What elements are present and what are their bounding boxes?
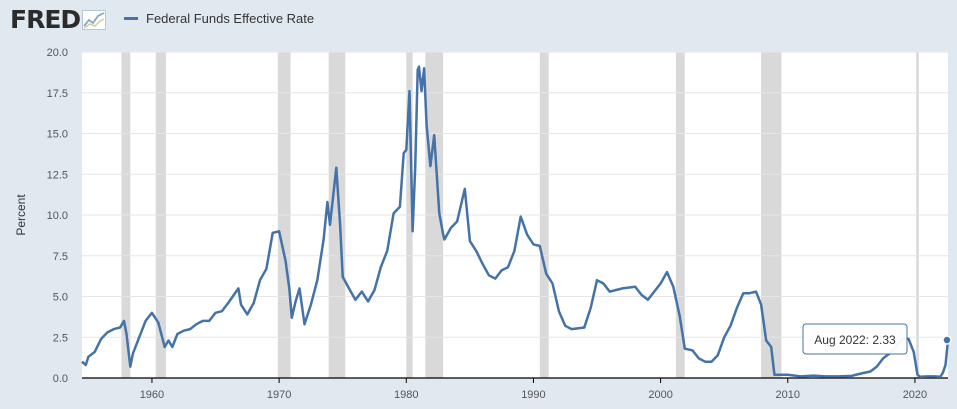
fred-logo-text: FRED bbox=[10, 5, 81, 34]
graph-icon bbox=[82, 10, 107, 30]
y-tick-label: 12.5 bbox=[47, 169, 68, 181]
y-axis-ticks: 0.0 2.5 5.0 7.5 10.0 12.5 15.0 17.5 20.0 bbox=[47, 47, 68, 385]
x-tick-label: 2010 bbox=[776, 389, 800, 401]
fred-logo[interactable]: FRED bbox=[10, 5, 107, 34]
x-tick-label: 1970 bbox=[267, 389, 291, 401]
chart-header: FRED Federal Funds Effective Rate bbox=[0, 0, 957, 40]
legend-swatch bbox=[124, 17, 138, 20]
legend-label: Federal Funds Effective Rate bbox=[146, 11, 315, 26]
y-tick-label: 2.5 bbox=[53, 332, 68, 344]
x-tick-label: 1980 bbox=[394, 389, 418, 401]
y-tick-label: 17.5 bbox=[47, 88, 68, 100]
y-axis-title: Percent bbox=[14, 194, 28, 236]
y-tick-label: 15.0 bbox=[47, 129, 68, 141]
y-tick-label: 0.0 bbox=[53, 373, 68, 385]
x-tick-label: 1990 bbox=[521, 389, 545, 401]
y-tick-label: 20.0 bbox=[47, 47, 68, 59]
tooltip-box bbox=[802, 323, 908, 355]
y-tick-label: 7.5 bbox=[53, 251, 68, 263]
x-tick-label: 2020 bbox=[903, 389, 927, 401]
data-tooltip: Aug 2022: 2.33 bbox=[802, 323, 908, 355]
x-tick-label: 1960 bbox=[140, 389, 164, 401]
gridlines bbox=[82, 51, 948, 338]
hover-point[interactable] bbox=[942, 335, 952, 345]
legend: Federal Funds Effective Rate bbox=[124, 11, 314, 26]
tooltip-text: Aug 2022: 2.33 bbox=[814, 333, 896, 347]
x-axis-ticks: 1960 1970 1980 1990 2000 2010 2020 bbox=[140, 378, 927, 401]
x-tick-label: 2000 bbox=[648, 389, 672, 401]
tooltip-value: 2.33 bbox=[872, 333, 896, 347]
series-line-federal-funds-rate bbox=[81, 65, 950, 378]
y-tick-label: 10.0 bbox=[47, 210, 68, 222]
y-tick-label: 5.0 bbox=[53, 292, 68, 304]
tooltip-date: Aug 2022: bbox=[814, 333, 869, 347]
